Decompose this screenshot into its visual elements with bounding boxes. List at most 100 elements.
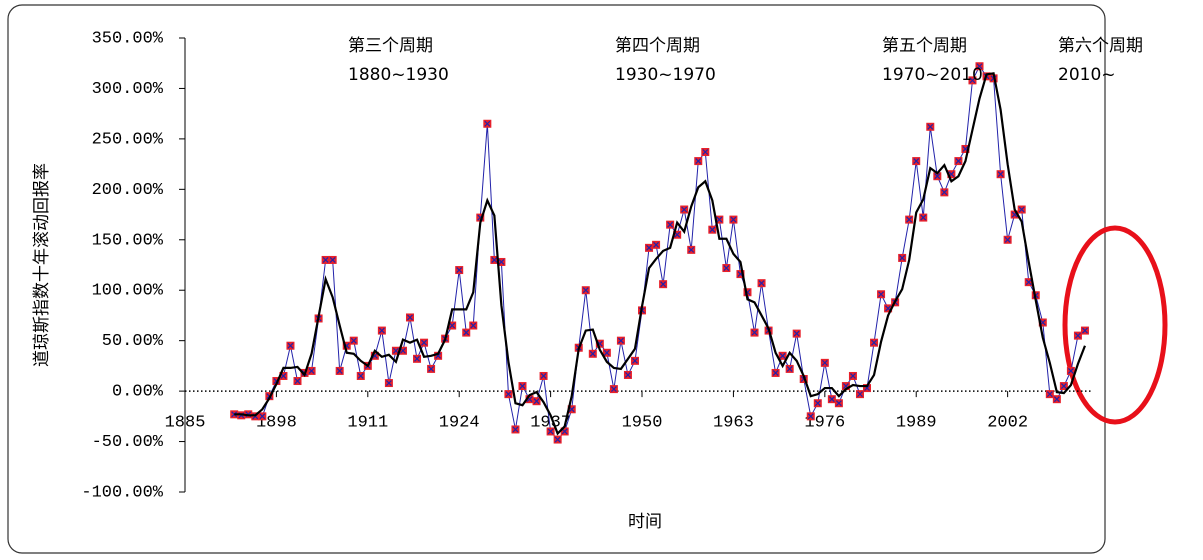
y-tick-label: 0.00% xyxy=(112,383,164,402)
data-point xyxy=(806,412,815,421)
data-point xyxy=(1059,382,1068,391)
data-point xyxy=(792,329,801,338)
data-point xyxy=(820,358,829,367)
data-point xyxy=(511,425,520,434)
data-point xyxy=(504,390,513,399)
data-point xyxy=(940,188,949,197)
data-point xyxy=(722,264,731,273)
data-point xyxy=(335,366,344,375)
data-point xyxy=(616,336,625,345)
x-tick-label: 1911 xyxy=(347,414,388,433)
cycle-annotation: 第五个周期 xyxy=(882,36,967,56)
y-tick-label: -50.00% xyxy=(92,433,164,452)
x-tick-label: 1950 xyxy=(622,414,663,433)
y-tick-label: 250.00% xyxy=(92,130,164,149)
data-point xyxy=(1066,366,1075,375)
data-point xyxy=(785,364,794,373)
data-point xyxy=(420,338,429,347)
data-point xyxy=(855,390,864,399)
data-point xyxy=(518,382,527,391)
data-point xyxy=(490,255,499,264)
data-point xyxy=(926,122,935,131)
data-point xyxy=(349,336,358,345)
data-point xyxy=(1017,205,1026,214)
data-point xyxy=(919,213,928,222)
data-point xyxy=(827,395,836,404)
x-tick-label: 1924 xyxy=(439,414,480,433)
x-tick-label: 2002 xyxy=(987,414,1028,433)
data-point xyxy=(321,255,330,264)
data-point xyxy=(427,364,436,373)
y-tick-label: 150.00% xyxy=(92,231,164,250)
data-point xyxy=(560,427,569,436)
chart-frame xyxy=(7,4,1106,554)
data-point xyxy=(877,290,886,299)
cycle-annotation: 1880~1930 xyxy=(348,65,449,85)
data-point xyxy=(771,368,780,377)
data-point xyxy=(750,328,759,337)
data-point xyxy=(701,148,710,157)
x-axis-label: 时间 xyxy=(628,512,662,532)
data-point xyxy=(413,354,422,363)
data-point xyxy=(328,255,337,264)
y-tick-label: 50.00% xyxy=(102,332,164,351)
data-point xyxy=(497,257,506,266)
data-point xyxy=(834,399,843,408)
data-point xyxy=(659,280,668,289)
data-point xyxy=(391,346,400,355)
data-point xyxy=(469,321,478,330)
data-point xyxy=(905,215,914,224)
data-point xyxy=(258,412,267,421)
data-point xyxy=(539,371,548,380)
data-point xyxy=(687,245,696,254)
data-point xyxy=(384,379,393,388)
cycle-annotation: 1970~2010 xyxy=(882,65,983,85)
data-point xyxy=(933,172,942,181)
data-point xyxy=(1073,331,1082,340)
data-point xyxy=(757,279,766,288)
data-point xyxy=(912,157,921,166)
data-point xyxy=(588,349,597,358)
data-point xyxy=(377,326,386,335)
highlight-ellipse xyxy=(1062,225,1168,425)
data-point xyxy=(996,170,1005,179)
data-point xyxy=(848,371,857,380)
data-point xyxy=(645,243,654,252)
data-point xyxy=(609,385,618,394)
data-point xyxy=(975,62,984,71)
data-point xyxy=(356,371,365,380)
data-point xyxy=(954,157,963,166)
x-tick-label: 1963 xyxy=(713,414,754,433)
data-point xyxy=(398,346,407,355)
data-point xyxy=(1003,235,1012,244)
data-point xyxy=(581,286,590,295)
y-tick-label: 100.00% xyxy=(92,282,164,301)
data-point xyxy=(553,435,562,444)
data-point xyxy=(532,397,541,406)
data-point xyxy=(666,220,675,229)
y-tick-label: 200.00% xyxy=(92,181,164,200)
data-point xyxy=(630,356,639,365)
data-point xyxy=(694,157,703,166)
data-point xyxy=(448,321,457,330)
data-point xyxy=(778,351,787,360)
y-tick-label: 350.00% xyxy=(92,29,164,48)
data-point xyxy=(546,427,555,436)
cycle-annotation: 2010~ xyxy=(1058,65,1116,85)
y-tick-label: 300.00% xyxy=(92,80,164,99)
data-point xyxy=(652,240,661,249)
data-point xyxy=(729,215,738,224)
data-point xyxy=(968,76,977,85)
data-point xyxy=(813,399,822,408)
data-point xyxy=(870,338,879,347)
data-point xyxy=(455,266,464,275)
data-point xyxy=(307,366,316,375)
data-point xyxy=(483,119,492,128)
data-point xyxy=(1052,395,1061,404)
x-tick-label: 1885 xyxy=(165,414,206,433)
data-point xyxy=(680,205,689,214)
data-point xyxy=(898,253,907,262)
data-point xyxy=(602,348,611,357)
cycle-annotation: 1930~1970 xyxy=(615,65,716,85)
